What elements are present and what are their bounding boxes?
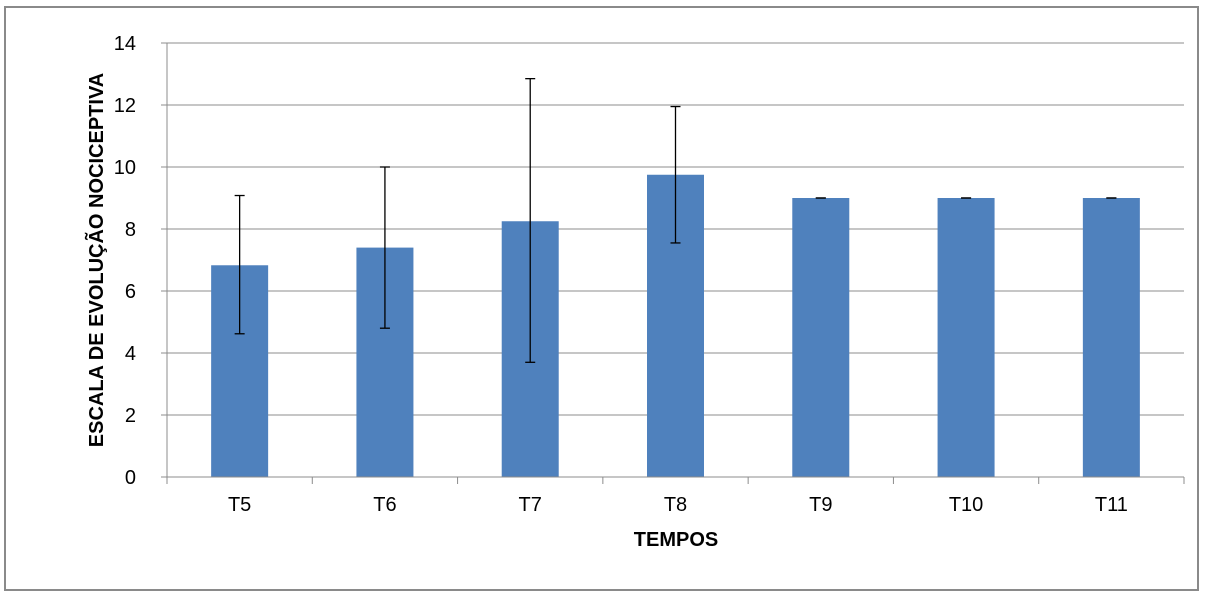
x-tick-label: T7 <box>519 494 542 516</box>
x-tick-label: T8 <box>664 494 687 516</box>
y-tick-label: 4 <box>125 343 136 365</box>
y-axis-title: ESCALA DE EVOLUÇÃO NOCICEPTIVA <box>85 73 108 447</box>
y-tick-label: 8 <box>125 219 136 241</box>
y-tick-label: 6 <box>125 281 136 303</box>
x-axis-title: TEMPOS <box>634 529 718 551</box>
bar-t9 <box>792 198 849 477</box>
x-tick-label: T5 <box>228 494 251 516</box>
x-tick-labels: T5 T6 T7 T8 T9 T10 T11 <box>228 494 1128 516</box>
x-tick-label: T10 <box>949 494 983 516</box>
y-tick-label: 0 <box>125 467 136 489</box>
bar-t10 <box>938 198 995 477</box>
x-tick-label: T9 <box>809 494 832 516</box>
y-tick-label: 10 <box>114 157 136 179</box>
y-tick-label: 14 <box>114 33 136 55</box>
y-tick-label: 12 <box>114 95 136 117</box>
y-tick-labels: 0 2 4 6 8 10 12 14 <box>114 33 136 489</box>
x-tick-label: T6 <box>373 494 396 516</box>
y-tick-label: 2 <box>125 405 136 427</box>
bar-t11 <box>1083 198 1140 477</box>
x-tick-label: T11 <box>1095 494 1128 516</box>
